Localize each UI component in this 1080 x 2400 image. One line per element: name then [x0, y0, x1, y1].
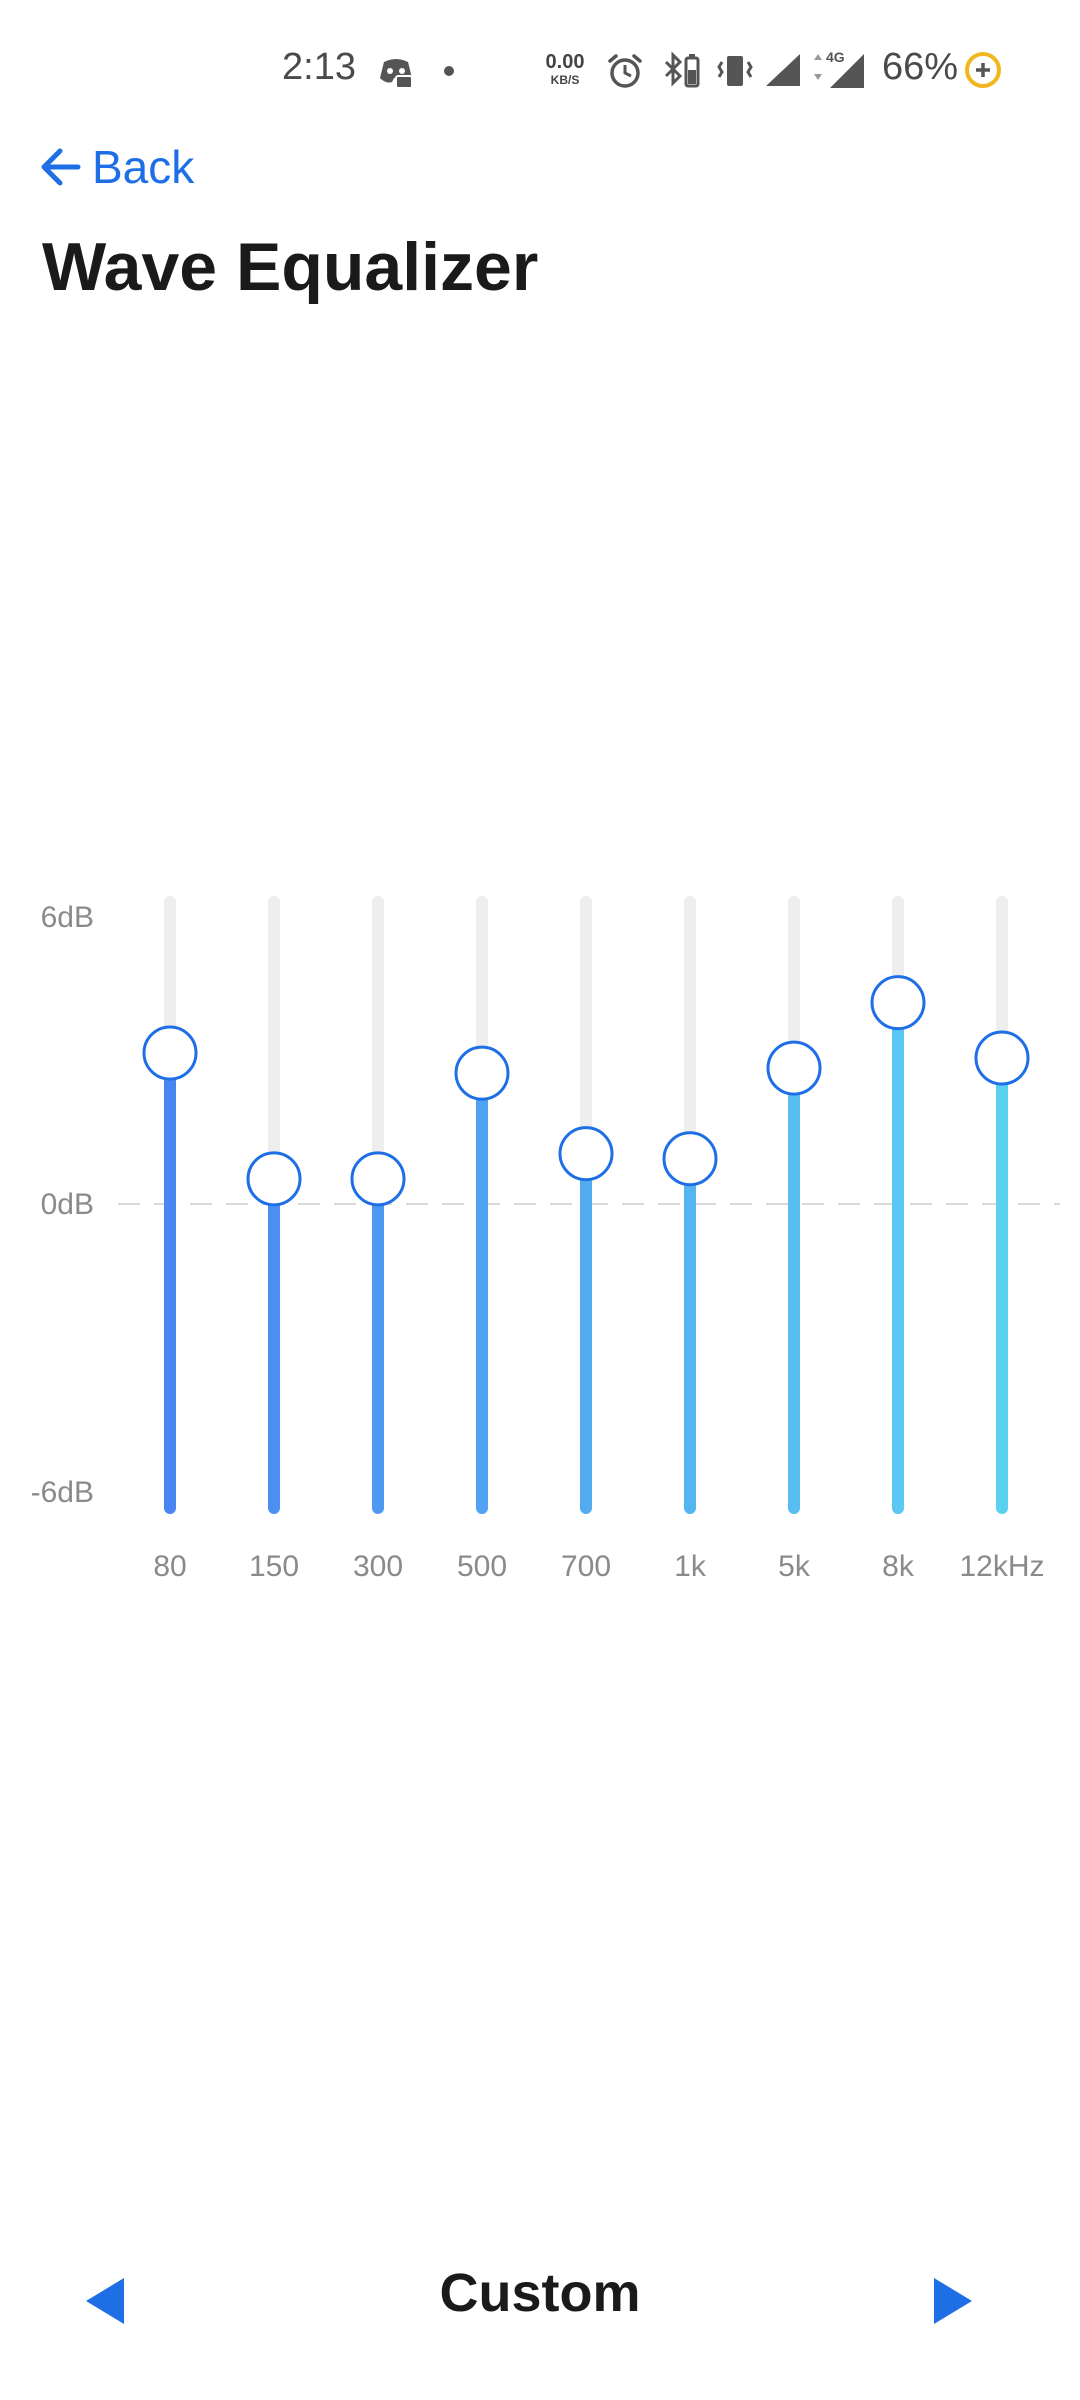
slider-knob[interactable]: [766, 1040, 822, 1096]
discord-icon: [380, 59, 413, 89]
slider-knob[interactable]: [662, 1131, 718, 1187]
notification-dot-icon: [444, 66, 454, 76]
eq-slider-300[interactable]: [350, 896, 406, 1514]
arrow-left-icon: [41, 148, 81, 186]
preset-selector: Custom: [0, 2240, 1080, 2360]
slider-knob[interactable]: [870, 975, 926, 1031]
net-speed: 0.00 KB/S: [540, 52, 590, 86]
vibrate-icon: [717, 56, 753, 86]
battery-percent: 66%: [882, 46, 959, 88]
slider-knob[interactable]: [246, 1151, 302, 1207]
signal-4g-icon: 4G: [814, 49, 864, 88]
previous-preset-button[interactable]: [64, 2266, 144, 2336]
back-button[interactable]: Back: [38, 135, 194, 199]
slider-knob[interactable]: [350, 1151, 406, 1207]
status-time: 2:13: [282, 46, 356, 88]
next-preset-button[interactable]: [914, 2266, 994, 2336]
bluetooth-battery-icon: [664, 51, 700, 88]
status-bar: 2:13 0.00 KB/S: [0, 0, 1080, 140]
slider-knob[interactable]: [974, 1030, 1030, 1086]
eq-slider-8k[interactable]: [870, 896, 926, 1514]
net-speed-unit: KB/S: [550, 73, 580, 87]
slider-knob[interactable]: [454, 1045, 510, 1101]
eq-slider-12khz[interactable]: [974, 896, 1030, 1514]
network-type: 4G: [826, 49, 845, 65]
slider-knob[interactable]: [142, 1025, 198, 1081]
net-speed-value: 0.00: [545, 51, 585, 73]
eq-slider-700[interactable]: [558, 896, 614, 1514]
slider-knob[interactable]: [558, 1126, 614, 1182]
triangle-left-icon: [86, 2278, 124, 2324]
eq-slider-150[interactable]: [246, 896, 302, 1514]
eq-slider-500[interactable]: [454, 896, 510, 1514]
back-label: Back: [92, 141, 195, 193]
battery-saver-icon: [965, 52, 1001, 88]
eq-slider-1k[interactable]: [662, 896, 718, 1514]
triangle-right-icon: [934, 2278, 972, 2324]
eq-slider-5k[interactable]: [766, 896, 822, 1514]
alarm-icon: [608, 54, 642, 88]
eq-slider-80[interactable]: [142, 896, 198, 1514]
page-title: Wave Equalizer: [42, 229, 539, 305]
signal-icon: [766, 54, 800, 86]
preset-name: Custom: [439, 2263, 641, 2323]
